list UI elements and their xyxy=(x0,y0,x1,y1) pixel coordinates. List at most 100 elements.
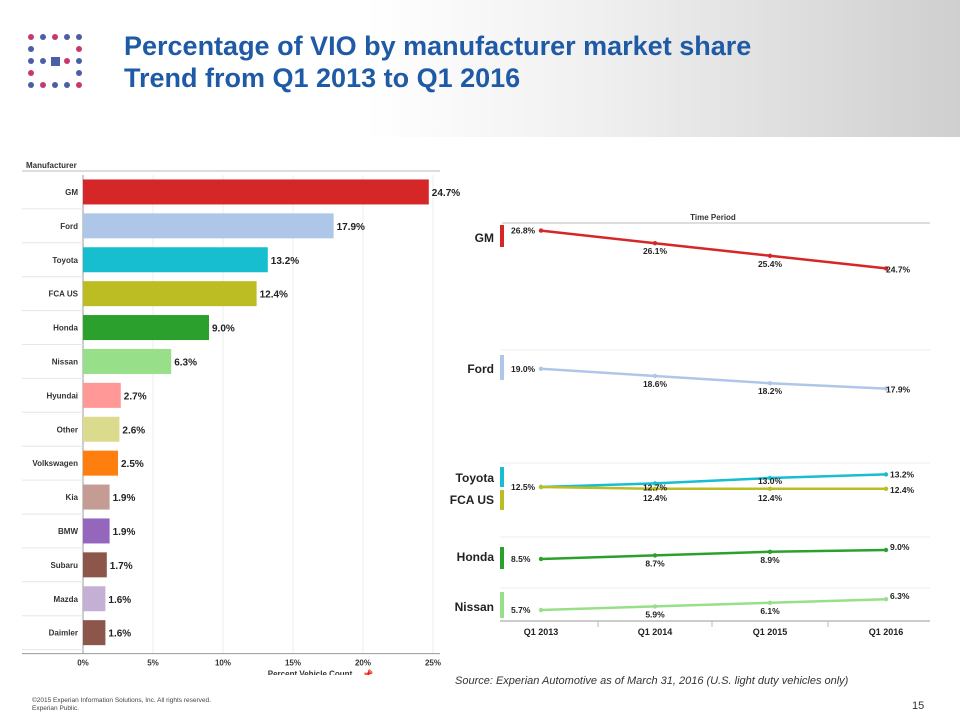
bar-x-tick-label: 0% xyxy=(77,659,89,668)
page-title-line-1: Percentage of VIO by manufacturer market… xyxy=(124,31,752,61)
line-data-label: 6.1% xyxy=(760,606,780,616)
bar-x-tick-label: 10% xyxy=(215,659,231,668)
line-data-label: 8.5% xyxy=(511,554,531,564)
series-point xyxy=(538,484,544,490)
bar-x-tick-label: 15% xyxy=(285,659,301,668)
series-line-ford xyxy=(540,367,887,390)
line-data-label: 12.4% xyxy=(643,493,668,503)
legend-swatch-honda xyxy=(500,547,504,569)
bar-category-label: Mazda xyxy=(54,595,79,604)
page-title-line-2: Trend from Q1 2013 to Q1 2016 xyxy=(124,63,521,93)
bar-value-label: 6.3% xyxy=(174,357,197,368)
series-point xyxy=(538,228,544,233)
legend-label-toyota: Toyota xyxy=(456,471,495,485)
bar-daimler xyxy=(83,620,106,646)
line-data-label: 13.2% xyxy=(890,469,915,479)
bar-category-label: BMW xyxy=(58,527,78,536)
line-data-label: 12.4% xyxy=(758,493,783,503)
bar-value-label: 17.9% xyxy=(337,222,365,233)
bar-bmw xyxy=(83,518,110,544)
bar-x-tick-label: 5% xyxy=(147,659,159,668)
line-data-label: 9.0% xyxy=(890,542,910,552)
bar-category-label: Subaru xyxy=(50,561,78,570)
line-data-label: 8.7% xyxy=(645,558,665,568)
series-point xyxy=(652,241,658,246)
legend-swatch-toyota xyxy=(500,467,504,487)
copyright-note: ©2015 Experian Information Solutions, In… xyxy=(32,697,211,713)
series-point xyxy=(767,475,773,481)
series-line-nissan xyxy=(540,597,887,612)
series-point xyxy=(538,607,544,613)
line-x-tick-label: Q1 2015 xyxy=(753,627,788,637)
series-line-honda xyxy=(540,548,887,561)
legend-label-fca-us: FCA US xyxy=(450,493,494,507)
bar-subaru xyxy=(83,552,107,578)
series-point xyxy=(652,481,658,486)
bar-value-label: 9.0% xyxy=(212,324,235,335)
copyright-line-1: ©2015 Experian Information Solutions, In… xyxy=(32,697,211,704)
legend-swatch-gm xyxy=(500,225,504,247)
series-point xyxy=(883,547,889,553)
line-x-tick-label: Q1 2016 xyxy=(869,627,904,637)
bar-x-axis-title: Percent Vehicle Count xyxy=(268,670,353,675)
line-data-label: 17.9% xyxy=(886,385,911,395)
bar-value-label: 2.6% xyxy=(122,425,145,436)
line-data-label: 6.3% xyxy=(890,591,910,601)
time-period-line-chart: Time Period Q1 2013 Q1 2014 Q1 2015 Q1 2016 G… xyxy=(450,213,930,637)
line-data-label: 24.7% xyxy=(886,264,911,274)
bar-category-label: GM xyxy=(65,188,78,197)
bar-toyota xyxy=(83,247,268,273)
series-point xyxy=(883,266,889,271)
legend-swatch-ford xyxy=(500,355,504,380)
copyright-line-2: Experian Public. xyxy=(32,705,79,712)
line-data-label: 5.7% xyxy=(511,605,531,615)
legend-label-gm: GM xyxy=(475,231,494,245)
series-point xyxy=(883,486,889,491)
line-data-label: 18.2% xyxy=(758,386,783,396)
line-data-label: 12.7% xyxy=(643,482,668,492)
bar-mazda xyxy=(83,586,106,612)
bar-fca-us xyxy=(83,281,257,307)
line-x-tick-label: Q1 2014 xyxy=(638,627,673,637)
series-point xyxy=(538,366,544,371)
bar-x-tick-label: 20% xyxy=(355,659,371,668)
series-line-gm xyxy=(540,229,887,270)
legend-swatch-nissan xyxy=(500,592,504,618)
bar-category-label: Nissan xyxy=(52,357,78,366)
series-point xyxy=(883,597,889,602)
series-line-fca-us xyxy=(540,485,886,491)
line-data-label: 26.8% xyxy=(511,226,536,236)
legend-label-ford: Ford xyxy=(467,362,494,376)
bar-kia xyxy=(83,484,110,510)
line-data-label: 18.6% xyxy=(643,379,668,389)
series-point xyxy=(652,604,658,609)
bar-nissan xyxy=(83,348,172,374)
bar-category-label: Hyundai xyxy=(46,391,78,400)
bar-category-label: FCA US xyxy=(49,290,79,299)
bar-other xyxy=(83,416,120,442)
series-line-toyota xyxy=(540,473,887,489)
bar-value-label: 1.6% xyxy=(108,595,131,606)
bar-x-tick-label: 25% xyxy=(425,659,441,668)
line-data-label: 19.0% xyxy=(511,364,536,374)
bar-value-label: 12.4% xyxy=(260,290,288,301)
bar-category-label: Ford xyxy=(60,222,78,231)
line-chart-title: Time Period xyxy=(690,213,736,222)
bar-value-label: 2.5% xyxy=(121,459,144,470)
series-point xyxy=(767,549,773,554)
bar-value-label: 1.9% xyxy=(113,493,136,504)
bar-category-label: Volkswagen xyxy=(32,459,78,468)
legend-swatch-fca-us xyxy=(500,490,504,510)
series-point xyxy=(652,486,658,491)
bar-hyundai xyxy=(83,382,121,408)
line-x-tick-label: Q1 2013 xyxy=(524,627,559,637)
bar-category-label: Kia xyxy=(66,493,79,502)
series-point xyxy=(767,486,773,491)
line-data-label: 12.5% xyxy=(511,482,536,492)
series-point xyxy=(652,553,658,558)
bar-volkswagen xyxy=(83,450,118,476)
bar-value-label: 2.7% xyxy=(124,391,147,402)
page-title: Percentage of VIO by manufacturer market… xyxy=(124,30,751,94)
pin-icon: 📌 xyxy=(362,669,373,675)
bar-value-label: 1.6% xyxy=(108,629,131,640)
